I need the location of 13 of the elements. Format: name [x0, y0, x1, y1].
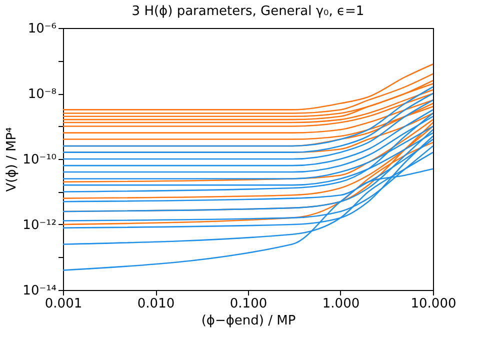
y-tick-label: 10⁻¹² — [22, 218, 56, 233]
y-axis-title: V(ϕ) / MP⁴ — [4, 127, 20, 192]
y-tick-label: 10⁻⁶ — [28, 22, 56, 36]
x-axis-title: (ϕ−ϕend) / MP — [201, 314, 296, 328]
y-tick-label: 10⁻⁸ — [28, 87, 56, 102]
x-tick-label: 1.000 — [322, 296, 360, 312]
chart-title: 3 H(ϕ) parameters, General γ₀, ϵ=1 — [132, 4, 364, 19]
x-tick-label: 10.000 — [410, 296, 456, 312]
x-tick-label: 0.001 — [44, 296, 82, 312]
y-tick-label: 10⁻¹⁰ — [22, 152, 56, 168]
y-tick-label: 10⁻¹⁴ — [22, 284, 56, 298]
x-tick-label: 0.100 — [230, 296, 268, 312]
x-tick-label: 0.010 — [137, 296, 175, 312]
